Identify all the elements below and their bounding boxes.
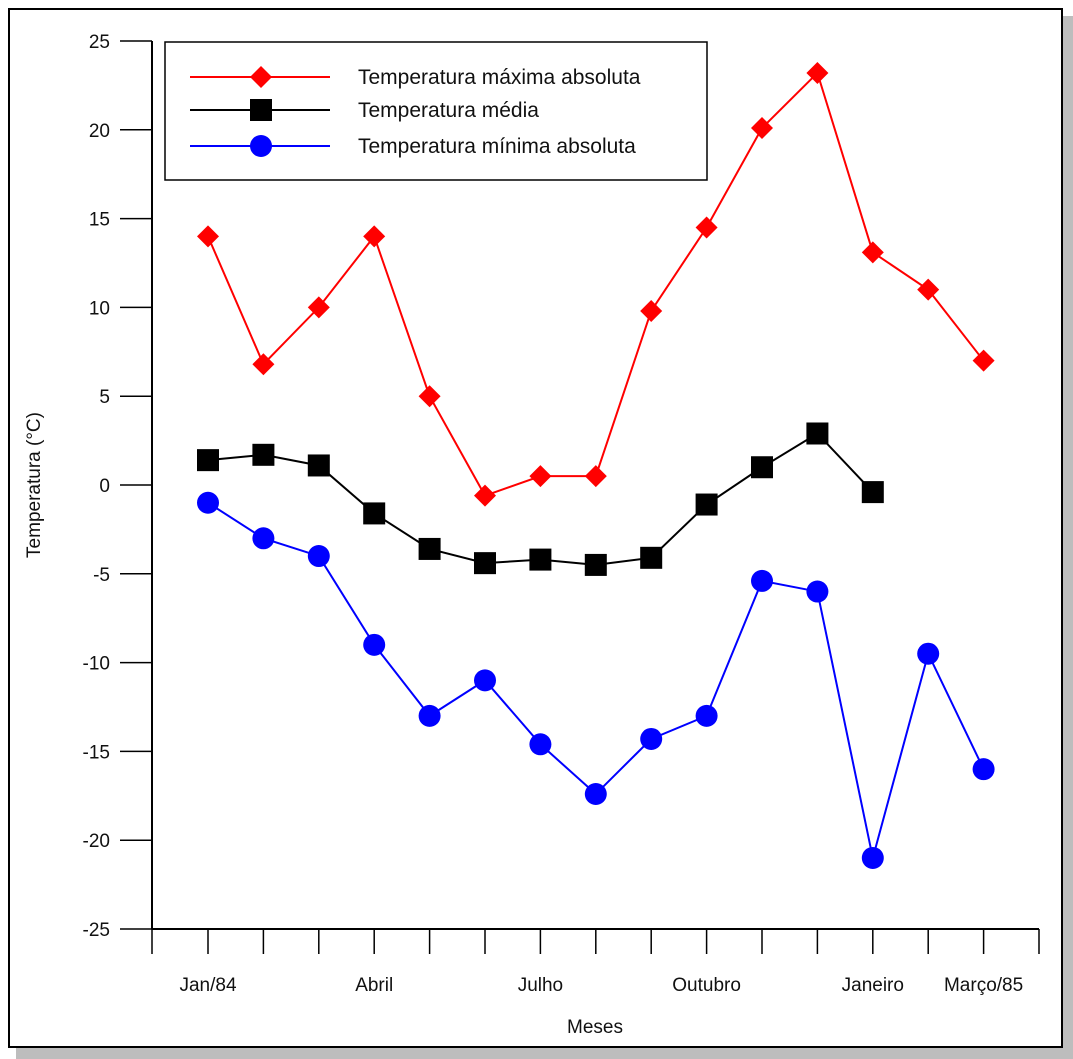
y-tick-label: 10 xyxy=(89,298,110,319)
legend-circle-marker xyxy=(250,135,272,157)
circle-marker xyxy=(695,704,718,727)
y-tick-label: -15 xyxy=(83,742,110,763)
circle-marker xyxy=(917,642,940,665)
diamond-marker xyxy=(529,465,552,488)
square-marker xyxy=(584,553,607,576)
square-marker xyxy=(806,422,829,445)
diamond-marker xyxy=(584,465,607,488)
legend-diamond-marker xyxy=(250,66,272,88)
x-axis-title: Meses xyxy=(567,1017,623,1038)
diamond-marker xyxy=(363,225,386,248)
diamond-marker xyxy=(751,117,773,140)
y-tick-label: 15 xyxy=(89,210,110,231)
diamond-marker xyxy=(418,385,441,408)
legend-label: Temperatura máxima absoluta xyxy=(358,66,641,89)
y-tick-label: -25 xyxy=(83,920,110,941)
x-tick-label: Outubro xyxy=(672,975,741,996)
square-marker xyxy=(640,546,663,569)
diamond-marker xyxy=(640,299,663,322)
diamond-marker xyxy=(252,353,275,376)
square-marker xyxy=(529,548,552,571)
diamond-marker xyxy=(917,278,940,301)
circle-marker xyxy=(197,491,219,514)
square-marker xyxy=(418,537,441,560)
axes: 25 20 15 10 5 0 -5 -10 -15 -20 -25 Jan/84 Abril Julho… xyxy=(83,32,1040,996)
series-layer xyxy=(197,61,995,869)
circle-marker xyxy=(474,669,496,692)
circle-marker xyxy=(972,758,995,781)
y-tick-label: -5 xyxy=(93,565,110,586)
square-marker xyxy=(363,502,386,525)
x-tick-label: Março/85 xyxy=(944,975,1023,996)
square-marker xyxy=(695,493,718,516)
legend-label: Temperatura média xyxy=(358,99,539,122)
circle-marker xyxy=(418,704,441,727)
circle-marker xyxy=(363,633,386,656)
legend-square-marker xyxy=(250,99,272,121)
diamond-marker xyxy=(307,296,330,319)
x-tick-label: Abril xyxy=(355,975,393,996)
legend-label: Temperatura mínima absoluta xyxy=(358,135,636,158)
series-1 xyxy=(197,61,995,507)
x-tick-label: Janeiro xyxy=(842,975,904,996)
series-2 xyxy=(197,422,884,576)
series-3 xyxy=(197,491,995,869)
circle-marker xyxy=(751,569,773,592)
diamond-marker xyxy=(972,349,995,372)
diamond-marker xyxy=(474,484,496,507)
square-marker xyxy=(861,481,884,504)
y-tick-label: -10 xyxy=(83,654,110,675)
diamond-marker xyxy=(695,216,718,239)
circle-marker xyxy=(307,545,330,568)
diamond-marker xyxy=(806,61,829,84)
circle-marker xyxy=(584,783,607,806)
square-marker xyxy=(197,449,219,472)
circle-marker xyxy=(806,580,829,603)
square-marker xyxy=(751,456,773,479)
y-tick-label: 20 xyxy=(89,121,110,142)
square-marker xyxy=(252,443,275,466)
y-axis-title: Temperatura (°C) xyxy=(24,412,45,558)
chart-frame xyxy=(8,8,1063,1048)
square-marker xyxy=(307,454,330,477)
circle-marker xyxy=(861,846,884,869)
y-tick-label: 25 xyxy=(89,32,110,53)
diamond-marker xyxy=(197,225,219,248)
y-tick-label: 0 xyxy=(99,476,110,497)
diamond-marker xyxy=(861,241,884,264)
y-tick-label: -20 xyxy=(83,831,110,852)
y-tick-label: 5 xyxy=(99,387,110,408)
x-tick-label: Julho xyxy=(518,975,563,996)
circle-marker xyxy=(252,527,275,550)
circle-marker xyxy=(529,733,552,756)
circle-marker xyxy=(640,727,663,750)
series-line xyxy=(207,432,874,566)
square-marker xyxy=(474,552,496,575)
x-tick-label: Jan/84 xyxy=(179,975,236,996)
legend: Temperatura máxima absoluta Temperatura m… xyxy=(164,41,708,181)
